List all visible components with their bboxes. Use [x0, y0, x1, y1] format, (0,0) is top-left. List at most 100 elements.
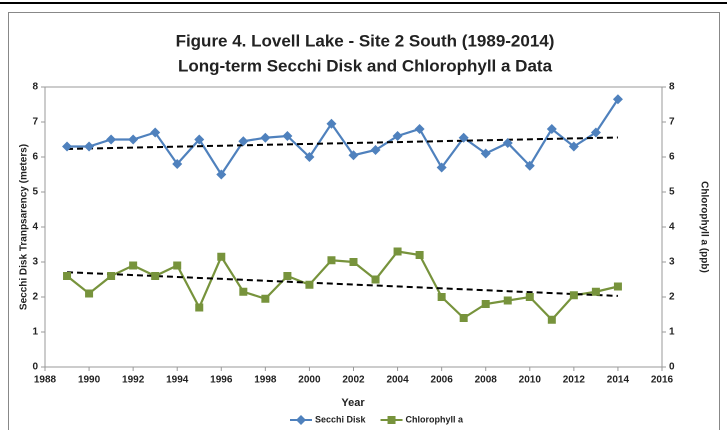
- x-tick-label: 2006: [431, 375, 454, 386]
- marker: [62, 141, 73, 152]
- x-tick-label: 1996: [210, 375, 233, 386]
- y-tick-label: 0: [32, 362, 38, 373]
- plot-area: [44, 86, 663, 368]
- marker: [172, 159, 183, 169]
- marker: [63, 272, 72, 280]
- x-tick-label: 2012: [563, 375, 586, 386]
- marker: [194, 134, 205, 145]
- y2-tick-label: 0: [669, 362, 675, 373]
- x-tick-label: 1998: [254, 375, 277, 386]
- marker: [216, 169, 227, 180]
- marker: [283, 272, 292, 280]
- marker: [524, 160, 535, 171]
- marker: [458, 132, 469, 143]
- x-tick-label: 2010: [519, 375, 542, 386]
- marker: [327, 256, 336, 265]
- marker: [502, 138, 513, 148]
- y-axis-label: Secchi Disk Tranpsarency (meters): [19, 144, 30, 310]
- marker: [305, 280, 314, 289]
- marker: [414, 124, 425, 134]
- x-tick-label: 1990: [78, 375, 101, 386]
- x-tick-label: 1992: [122, 375, 145, 386]
- x-tick-label: 1988: [34, 375, 57, 386]
- trendline: [67, 136, 618, 150]
- marker: [436, 162, 447, 173]
- x-tick-label: 2002: [342, 375, 365, 386]
- y2-tick-label: 1: [669, 327, 675, 338]
- legend-marker: [296, 415, 306, 425]
- x-tick-label: 2000: [298, 375, 321, 386]
- marker: [590, 127, 601, 138]
- series-line: [67, 98, 619, 177]
- marker: [217, 252, 226, 261]
- marker: [260, 132, 271, 143]
- y-tick-label: 8: [32, 82, 38, 93]
- x-tick-label: 1994: [166, 375, 189, 386]
- x-tick-label: 2008: [475, 375, 498, 386]
- marker: [304, 152, 315, 162]
- y-tick-label: 3: [32, 257, 38, 268]
- marker: [282, 131, 293, 141]
- marker: [393, 247, 402, 256]
- x-tick-label: 2004: [386, 375, 409, 386]
- marker: [173, 261, 182, 270]
- marker: [591, 287, 600, 296]
- marker: [150, 127, 161, 138]
- marker: [129, 261, 138, 270]
- marker: [261, 294, 270, 303]
- marker: [415, 251, 424, 259]
- marker: [547, 315, 556, 324]
- marker: [481, 300, 490, 308]
- y-tick-label: 6: [32, 152, 38, 163]
- y-tick-label: 7: [32, 117, 38, 128]
- y2-tick-label: 5: [669, 187, 675, 198]
- y-tick-label: 1: [32, 327, 38, 338]
- y2-tick-label: 7: [669, 117, 675, 128]
- marker: [348, 150, 359, 161]
- marker: [568, 141, 579, 152]
- marker: [546, 124, 557, 134]
- y-tick-label: 4: [32, 222, 38, 233]
- marker: [371, 275, 380, 284]
- marker: [503, 296, 512, 305]
- marker: [107, 272, 116, 280]
- marker: [370, 145, 381, 155]
- chart-subtitle: Long-term Secchi Disk and Chlorophyll a …: [178, 56, 553, 75]
- marker: [238, 136, 249, 147]
- x-axis-label: Year: [341, 397, 365, 409]
- y2-tick-label: 8: [669, 82, 675, 93]
- y2-tick-label: 3: [669, 257, 675, 268]
- y-tick-label: 5: [32, 187, 38, 198]
- legend-marker: [387, 416, 396, 424]
- marker: [326, 118, 337, 129]
- marker: [525, 293, 534, 301]
- marker: [151, 272, 160, 280]
- y2-axis-label: Chlorophyll a (ppb): [698, 181, 709, 273]
- y2-tick-label: 6: [669, 152, 675, 163]
- x-tick-label: 2016: [651, 375, 674, 386]
- marker: [84, 141, 95, 152]
- legend-label: Secchi Disk: [315, 414, 367, 424]
- legend-label: Chlorophyll a: [406, 414, 464, 424]
- marker: [349, 258, 358, 266]
- trendline: [66, 271, 618, 297]
- marker: [437, 293, 446, 301]
- marker: [392, 131, 403, 141]
- y-tick-label: 2: [32, 292, 38, 303]
- marker: [128, 134, 139, 145]
- marker: [85, 289, 94, 298]
- marker: [569, 291, 578, 300]
- marker: [612, 94, 623, 105]
- y2-tick-label: 2: [669, 292, 675, 303]
- y2-tick-label: 4: [669, 222, 675, 233]
- series-line: [66, 250, 619, 322]
- chart-title: Figure 4. Lovell Lake - Site 2 South (19…: [176, 31, 555, 50]
- marker: [480, 148, 491, 159]
- marker: [613, 282, 622, 291]
- x-tick-label: 2014: [607, 375, 630, 386]
- marker: [459, 314, 468, 322]
- marker: [195, 303, 204, 312]
- marker: [239, 287, 248, 296]
